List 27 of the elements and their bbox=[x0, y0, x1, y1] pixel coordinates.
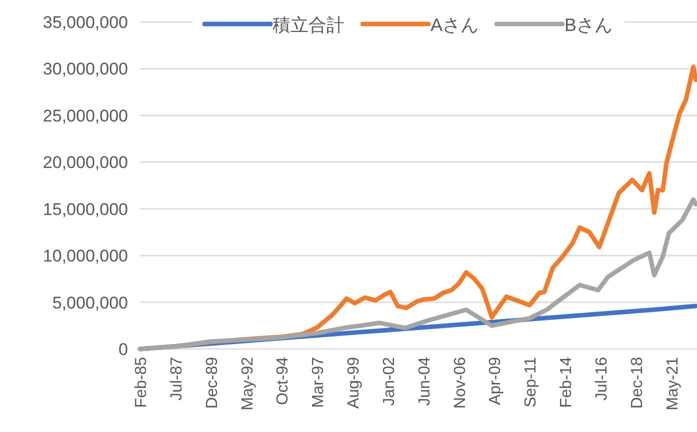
x-tick-label: Jan-02 bbox=[380, 356, 398, 406]
x-tick-label: Nov-06 bbox=[452, 356, 469, 409]
y-tick-label: 20,000,000 bbox=[42, 153, 128, 172]
y-tick-label: 25,000,000 bbox=[42, 106, 128, 126]
y-tick-label: 0 bbox=[118, 340, 128, 359]
x-tick-label: Dec-18 bbox=[628, 356, 646, 409]
legend-label: Bさん bbox=[564, 15, 613, 35]
x-tick-label: May-92 bbox=[239, 356, 256, 410]
legend-label: Aさん bbox=[430, 15, 478, 35]
x-tick-label: Oct-94 bbox=[274, 356, 292, 406]
x-tick-label: Jun-04 bbox=[416, 356, 434, 406]
legend-label: 積立合計 bbox=[272, 15, 344, 35]
x-tick-label: Sep-11 bbox=[522, 356, 540, 408]
x-tick-label: Mar-97 bbox=[310, 356, 328, 408]
x-tick-label: May-21 bbox=[664, 356, 682, 410]
x-tick-label: Apr-09 bbox=[487, 356, 504, 406]
x-tick-label: Jul-16 bbox=[594, 356, 610, 401]
x-tick-label: Dec-89 bbox=[204, 356, 221, 409]
x-tick-label: Jul-87 bbox=[168, 356, 186, 401]
x-tick-label: Feb-14 bbox=[558, 356, 576, 408]
y-tick-label: 15,000,000 bbox=[42, 200, 128, 219]
y-tick-label: 10,000,000 bbox=[42, 246, 128, 266]
y-tick-label: 35,000,000 bbox=[42, 13, 128, 32]
x-tick-label: Feb-85 bbox=[133, 356, 150, 408]
y-tick-label: 30,000,000 bbox=[42, 60, 128, 79]
y-tick-label: 5,000,000 bbox=[52, 293, 128, 312]
x-tick-label: Aug-99 bbox=[346, 356, 363, 409]
